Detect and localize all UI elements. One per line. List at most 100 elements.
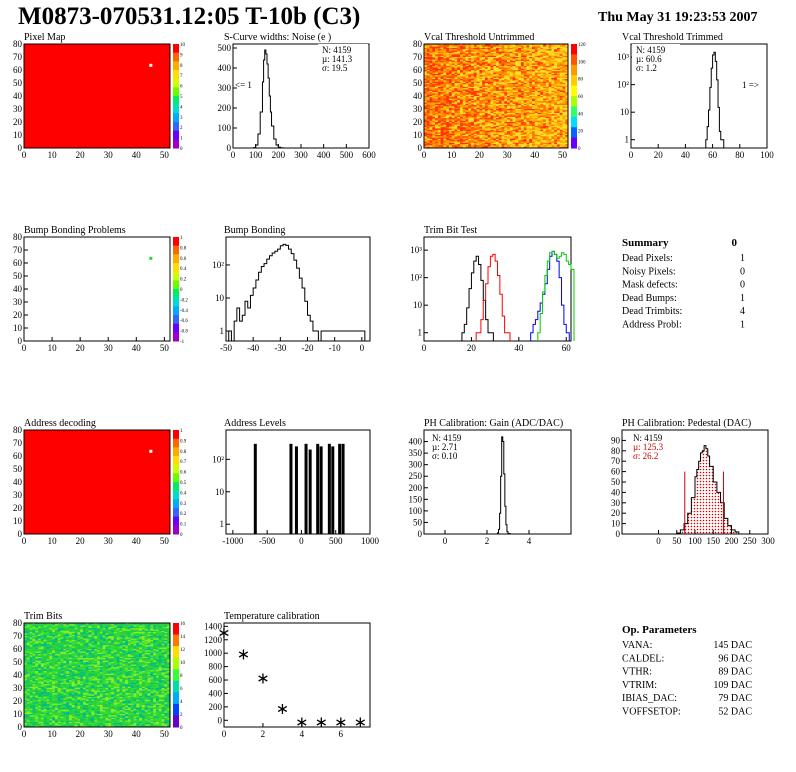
heatmap-cell (551, 79, 555, 81)
heatmap-cell (520, 114, 524, 116)
heatmap-cell (498, 57, 502, 59)
heatmap-cell (448, 109, 452, 111)
heatmap-cell (46, 625, 50, 628)
heatmap-cell (443, 76, 447, 79)
heatmap-cell (473, 73, 477, 76)
heatmap-cell (493, 140, 497, 142)
heatmap-cell (548, 73, 552, 76)
heatmap-cell (562, 103, 566, 106)
heatmap-cell (130, 623, 134, 625)
heatmap-cell (479, 59, 483, 62)
heatmap-cell (526, 99, 530, 102)
heatmap-cell (119, 628, 123, 630)
heatmap-cell (526, 62, 530, 64)
heatmap-cell (551, 92, 555, 94)
heatmap-cell (43, 628, 47, 630)
heatmap-cell (534, 101, 538, 103)
heatmap-cell (493, 105, 497, 107)
heatmap-cell (532, 129, 536, 132)
heatmap-cell (476, 75, 480, 77)
heatmap-cell (24, 629, 28, 632)
heatmap-cell (63, 630, 67, 633)
heatmap-cell (429, 47, 433, 50)
heatmap-cell (532, 44, 536, 46)
heatmap-cell (554, 122, 558, 124)
heatmap-cell (532, 99, 536, 102)
heatmap-cell (465, 67, 469, 69)
heatmap-cell (457, 137, 461, 140)
heatmap-cell (540, 131, 544, 133)
heatmap-cell (432, 109, 436, 111)
heatmap-cell (520, 55, 524, 58)
heatmap-cell (153, 625, 157, 628)
heatmap-cell (71, 623, 75, 625)
heatmap-cell (540, 63, 544, 66)
heatmap-cell (515, 47, 519, 50)
heatmap-cell (457, 106, 461, 108)
heatmap-cell (460, 122, 464, 124)
heatmap-cell (543, 136, 547, 138)
heatmap-cell (426, 76, 430, 79)
heatmap-cell (520, 112, 524, 115)
heatmap-cell (562, 55, 566, 58)
heatmap-cell (462, 73, 466, 76)
heatmap-cell (424, 70, 428, 72)
heatmap-cell (473, 58, 477, 60)
heatmap-cell (432, 53, 436, 55)
heatmap-cell (144, 623, 148, 625)
heatmap-cell (512, 145, 516, 147)
heatmap-cell (534, 106, 538, 108)
heatmap-cell (545, 64, 549, 67)
heatmap-cell (476, 105, 480, 107)
heatmap-cell (532, 45, 536, 47)
heatmap-cell (71, 636, 75, 638)
heatmap-cell (446, 45, 450, 47)
heatmap-cell (471, 54, 475, 56)
heatmap-cell (501, 109, 505, 111)
heatmap-cell (540, 86, 544, 89)
heatmap-cell (496, 59, 500, 62)
heatmap-cell (529, 122, 533, 124)
heatmap-cell (457, 132, 461, 134)
heatmap-cell (554, 93, 558, 95)
heatmap-cell (479, 75, 483, 77)
heatmap-cell (484, 138, 488, 141)
heatmap-cell (490, 77, 494, 80)
heatmap-cell (440, 131, 444, 133)
heatmap-cell (440, 50, 444, 53)
palette-band (173, 61, 179, 71)
palette-label: 0.4 (180, 267, 187, 272)
heatmap-cell (520, 124, 524, 127)
heatmap-cell (493, 101, 497, 103)
heatmap-cell (545, 105, 549, 107)
heatmap-cell (551, 112, 555, 115)
heatmap-cell (526, 133, 530, 136)
heatmap-cell (562, 105, 566, 107)
heatmap-cell (111, 626, 115, 629)
heatmap-cell (507, 58, 511, 60)
heatmap-cell (520, 132, 524, 134)
heatmap-cell (465, 72, 469, 75)
heatmap-cell (545, 88, 549, 90)
heatmap-cell (498, 50, 502, 53)
heatmap-cell (545, 128, 549, 131)
heatmap-cell (102, 628, 106, 630)
heatmap-cell (490, 45, 494, 47)
heatmap-cell (501, 85, 505, 88)
heatmap-cell (136, 624, 140, 626)
heatmap-cell (440, 53, 444, 55)
heatmap-cell (537, 79, 541, 81)
heatmap-cell (526, 110, 530, 112)
heatmap-cell (507, 96, 511, 98)
heatmap-cell (507, 119, 511, 121)
heatmap-cell (496, 51, 500, 54)
heatmap-cell (543, 124, 547, 127)
heatmap-cell (487, 98, 491, 101)
heatmap-cell (448, 103, 452, 106)
heatmap-cell (548, 137, 552, 140)
heatmap-cell (493, 75, 497, 77)
heatmap-cell (520, 46, 524, 49)
heatmap-cell (537, 77, 541, 80)
heatmap-cell (537, 111, 541, 114)
heatmap-cell (32, 632, 36, 634)
